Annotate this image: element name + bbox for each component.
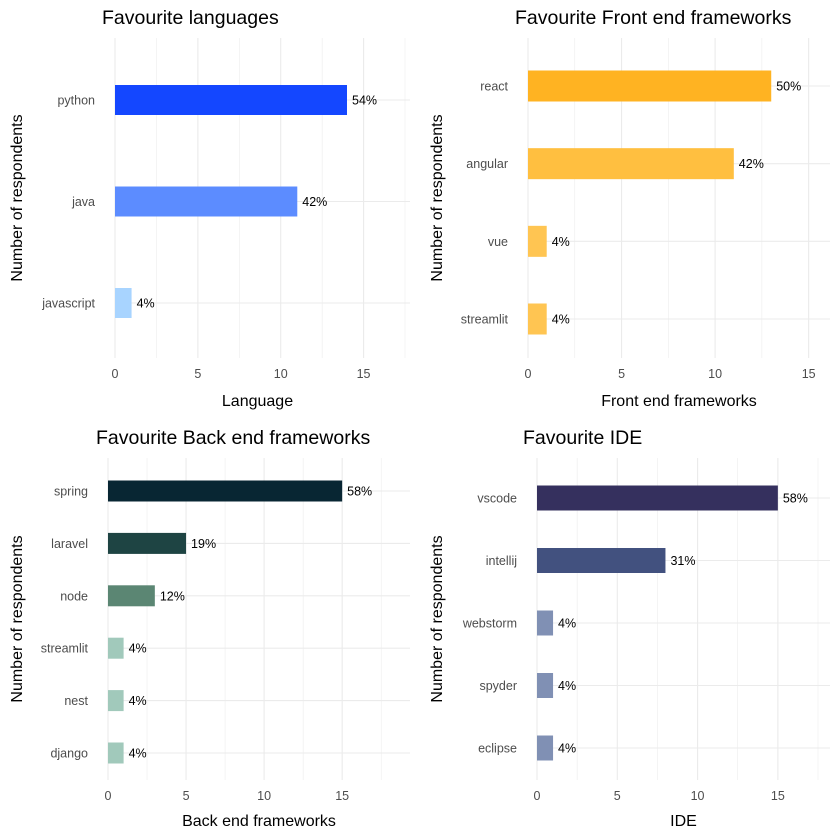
x-tick-label: 0 <box>534 789 541 803</box>
bar-intellij <box>537 548 666 573</box>
x-axis-title: Front end frameworks <box>601 393 757 410</box>
bar-laravel <box>108 532 187 554</box>
x-tick-label: 5 <box>194 367 201 381</box>
y-tick-label-django: django <box>50 747 88 761</box>
x-tick-label: 0 <box>112 367 119 381</box>
chart-panel-3: 58% spring 19% laravel 12% node 4% streamlit 4% n… <box>9 427 410 830</box>
chart-title: Favourite Back end frameworks <box>96 427 370 449</box>
x-tick-label: 15 <box>771 789 785 803</box>
bar-spring <box>108 480 343 502</box>
y-tick-label-vue: vue <box>488 235 508 249</box>
chart-title: Favourite IDE <box>523 427 642 449</box>
y-tick-label-spring: spring <box>54 485 88 499</box>
bar-streamlit <box>108 637 124 659</box>
data-label-javascript: 4% <box>137 297 155 311</box>
data-label-webstorm: 4% <box>558 617 576 631</box>
data-label-nest: 4% <box>129 694 147 708</box>
y-tick-label-python: python <box>57 94 95 108</box>
bar-angular <box>528 148 734 180</box>
bar-eclipse <box>537 735 554 761</box>
y-tick-label-vscode: vscode <box>477 492 517 506</box>
y-tick-label-react: react <box>480 80 508 94</box>
x-tick-label: 15 <box>802 367 816 381</box>
x-tick-label: 15 <box>357 367 371 381</box>
chart-panel-2: 50% react 42% angular 4% vue 4% streamlit 0 5 10 15… <box>429 7 830 410</box>
x-tick-label: 5 <box>183 789 190 803</box>
chart-title: Favourite Front end frameworks <box>515 7 792 29</box>
data-label-vscode: 58% <box>783 492 808 506</box>
x-tick-label: 10 <box>691 789 705 803</box>
chart-panel-1: 54% python 42% java 4% javascript 0 5 10 15 Favour… <box>9 7 410 410</box>
bar-nest <box>108 690 124 712</box>
data-label-react: 50% <box>776 80 801 94</box>
bar-python <box>115 85 347 115</box>
x-tick-label: 10 <box>274 367 288 381</box>
x-tick-label: 0 <box>105 789 112 803</box>
y-tick-label-webstorm: webstorm <box>462 617 517 631</box>
y-tick-label-laravel: laravel <box>51 537 88 551</box>
y-tick-label-eclipse: eclipse <box>478 742 517 756</box>
data-label-angular: 42% <box>739 157 764 171</box>
data-label-node: 12% <box>160 589 185 603</box>
chart-title: Favourite languages <box>102 7 279 29</box>
y-tick-label-spyder: spyder <box>479 679 517 693</box>
data-label-streamlit: 4% <box>552 313 570 327</box>
x-axis-title: IDE <box>670 813 697 830</box>
data-label-laravel: 19% <box>191 537 216 551</box>
y-axis-title: Number of respondents <box>9 114 26 281</box>
y-tick-label-streamlit: streamlit <box>461 313 509 327</box>
y-tick-label-intellij: intellij <box>486 554 517 568</box>
y-tick-label-streamlit: streamlit <box>41 642 89 656</box>
x-axis-title: Back end frameworks <box>182 813 336 830</box>
data-label-streamlit: 4% <box>129 642 147 656</box>
data-label-django: 4% <box>129 747 147 761</box>
data-label-spring: 58% <box>347 485 372 499</box>
x-tick-label: 10 <box>708 367 722 381</box>
y-tick-label-java: java <box>71 195 95 209</box>
chart-panel-4: 58% vscode 31% intellij 4% webstorm 4% spyder 4%… <box>429 427 830 830</box>
bar-node <box>108 585 155 607</box>
bar-webstorm <box>537 610 554 636</box>
x-tick-label: 10 <box>257 789 271 803</box>
y-axis-title: Number of respondents <box>429 114 446 281</box>
x-tick-label: 15 <box>335 789 349 803</box>
bar-vue <box>528 225 547 257</box>
y-tick-label-angular: angular <box>466 157 508 171</box>
bar-java <box>115 186 298 217</box>
data-label-spyder: 4% <box>558 679 576 693</box>
y-tick-label-nest: nest <box>64 694 88 708</box>
x-tick-label: 5 <box>614 789 621 803</box>
x-axis-title: Language <box>222 393 293 410</box>
data-label-eclipse: 4% <box>558 742 576 756</box>
data-label-intellij: 31% <box>670 554 695 568</box>
data-label-python: 54% <box>352 94 377 108</box>
bar-spyder <box>537 673 554 698</box>
y-tick-label-javascript: javascript <box>41 297 95 311</box>
bar-django <box>108 742 124 764</box>
y-axis-title: Number of respondents <box>9 535 26 702</box>
data-label-vue: 4% <box>552 235 570 249</box>
y-tick-label-node: node <box>60 589 88 603</box>
bar-react <box>528 70 772 102</box>
bar-javascript <box>115 288 132 318</box>
bar-vscode <box>537 485 778 511</box>
bar-streamlit <box>528 303 547 335</box>
x-tick-label: 0 <box>525 367 532 381</box>
y-axis-title: Number of respondents <box>429 535 446 702</box>
data-label-java: 42% <box>302 195 327 209</box>
x-tick-label: 5 <box>618 367 625 381</box>
